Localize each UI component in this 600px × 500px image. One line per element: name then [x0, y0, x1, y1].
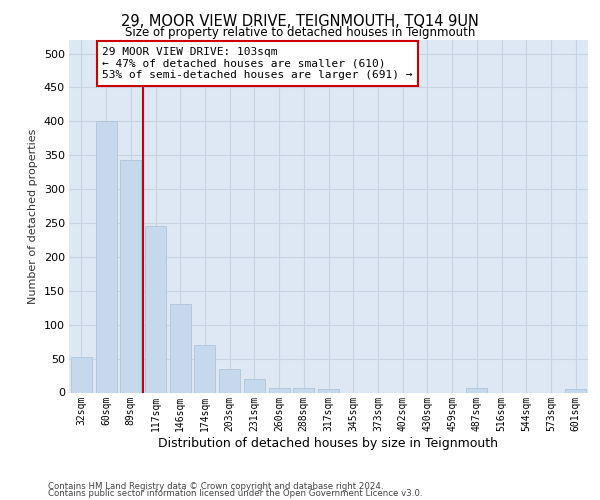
Bar — [95, 120, 116, 392]
Bar — [269, 388, 290, 392]
Bar — [170, 304, 191, 392]
Y-axis label: Number of detached properties: Number of detached properties — [28, 128, 38, 304]
Bar — [466, 388, 487, 392]
Bar — [120, 160, 141, 392]
Text: Size of property relative to detached houses in Teignmouth: Size of property relative to detached ho… — [125, 26, 475, 39]
Bar — [293, 388, 314, 392]
Text: Contains public sector information licensed under the Open Government Licence v3: Contains public sector information licen… — [48, 490, 422, 498]
Bar — [565, 389, 586, 392]
Bar — [244, 379, 265, 392]
X-axis label: Distribution of detached houses by size in Teignmouth: Distribution of detached houses by size … — [158, 438, 499, 450]
Text: 29 MOOR VIEW DRIVE: 103sqm
← 47% of detached houses are smaller (610)
53% of sem: 29 MOOR VIEW DRIVE: 103sqm ← 47% of deta… — [103, 47, 413, 80]
Bar — [318, 389, 339, 392]
Bar — [219, 369, 240, 392]
Bar — [71, 357, 92, 392]
Bar — [145, 226, 166, 392]
Bar — [194, 345, 215, 393]
Text: 29, MOOR VIEW DRIVE, TEIGNMOUTH, TQ14 9UN: 29, MOOR VIEW DRIVE, TEIGNMOUTH, TQ14 9U… — [121, 14, 479, 29]
Text: Contains HM Land Registry data © Crown copyright and database right 2024.: Contains HM Land Registry data © Crown c… — [48, 482, 383, 491]
